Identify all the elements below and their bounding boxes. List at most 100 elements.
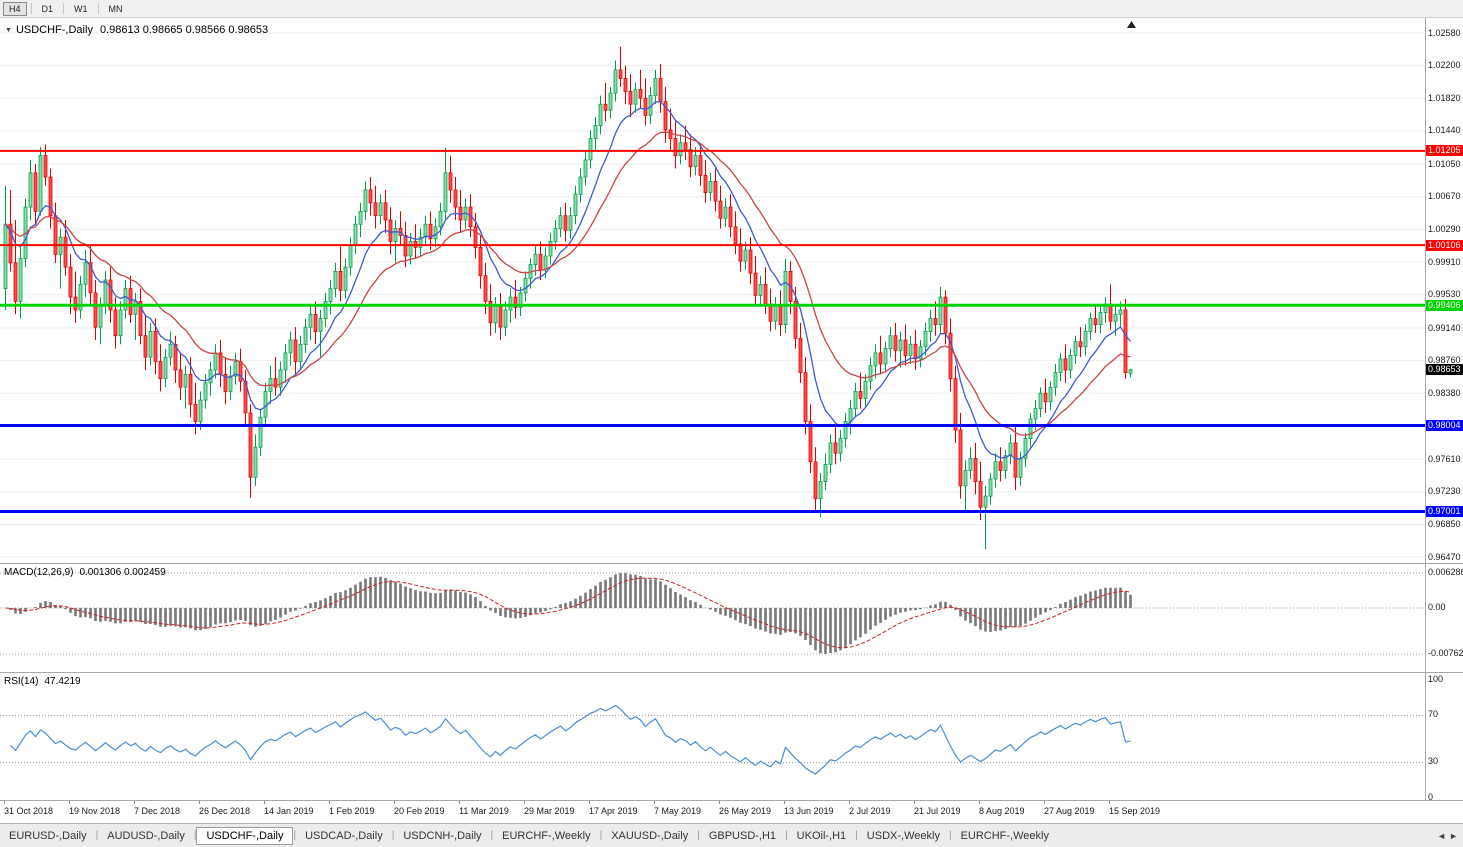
time-axis-label: 11 Mar 2019: [459, 806, 509, 816]
price-axis[interactable]: 1.02580 1.02200 1.01820 1.01440 1.01050 1.006…: [1426, 18, 1463, 802]
time-axis-label: 17 Apr 2019: [589, 806, 638, 816]
time-axis-label: 31 Oct 2018: [4, 806, 54, 816]
tab-eurusd-daily[interactable]: EURUSD-,Daily: [9, 829, 87, 842]
time-axis-label: 26 Dec 2018: [199, 806, 251, 816]
rsi-axis-label: 70: [1428, 708, 1439, 719]
price-tick-label: 0.99530: [1428, 289, 1461, 300]
ma-slow-line: [5, 131, 1131, 436]
tab-eurchf-weekly[interactable]: EURCHF-,Weekly: [960, 829, 1049, 842]
time-axis-label: 7 May 2019: [654, 806, 702, 816]
price-gridlines: [0, 32, 1425, 558]
price-tick-label: 0.98760: [1428, 355, 1461, 366]
rsi-line: [10, 704, 1131, 775]
price-tick-label: 0.96470: [1428, 551, 1461, 562]
time-axis-tick: [979, 801, 980, 804]
toolbar-divider: [30, 3, 32, 14]
time-axis-label: 8 Aug 2019: [979, 806, 1025, 816]
price-tick-label: 1.02580: [1428, 27, 1461, 38]
time-axis-tick: [459, 801, 460, 804]
hline-price-label: 1.00106: [1426, 239, 1463, 251]
price-chart[interactable]: [0, 18, 1425, 563]
tab-separator: |: [293, 830, 297, 841]
price-axis-separator: [1425, 18, 1426, 800]
tab-separator: |: [193, 830, 197, 841]
time-axis-tick: [849, 801, 850, 804]
tab-scroll-left-icon[interactable]: ◄: [1437, 830, 1447, 841]
hline-price-label: 1.01205: [1426, 145, 1463, 157]
hline-price-label: 0.99406: [1426, 299, 1463, 311]
tab-usdchf-daily[interactable]: USDCHF-,Daily: [196, 826, 294, 845]
time-axis-label: 7 Dec 2018: [134, 806, 181, 816]
rsi-panel[interactable]: RSI(14) 47.4219: [0, 672, 1463, 801]
rsi-axis-label: 0: [1428, 791, 1434, 802]
rsi-axis-label: 30: [1428, 756, 1439, 767]
time-axis-tick: [1044, 801, 1045, 804]
time-axis-label: 2 Jul 2019: [849, 806, 891, 816]
tab-separator: |: [785, 830, 788, 841]
time-axis[interactable]: 31 Oct 2018 19 Nov 2018 7 Dec 2018 26 Dec 2…: [0, 800, 1463, 824]
toolbar-divider: [97, 3, 99, 14]
tab-separator: |: [599, 830, 603, 841]
tab-usdx-weekly[interactable]: USDX-,Weekly: [866, 829, 940, 842]
macd-axis-label: 0.00: [1428, 601, 1446, 612]
tab-separator: |: [948, 830, 952, 841]
tab-eurchf-weekly[interactable]: EURCHF-,Weekly: [502, 829, 591, 842]
rsi-value: 47.4219: [44, 676, 81, 687]
time-axis-tick: [4, 801, 5, 804]
time-axis-tick: [329, 801, 330, 804]
tab-audusd-daily[interactable]: AUDUSD-,Daily: [107, 829, 185, 842]
tab-usdcad-daily[interactable]: USDCAD-,Daily: [305, 829, 383, 842]
time-axis-label: 15 Sep 2019: [1109, 806, 1161, 816]
collapse-icon[interactable]: ▼: [5, 27, 12, 34]
price-tick-label: 0.99910: [1428, 256, 1461, 267]
price-panel[interactable]: ▼ USDCHF-,Daily 0.98613 0.98665 0.98566 0.…: [0, 18, 1463, 563]
tab-xauusd-daily[interactable]: XAUUSD-,Daily: [611, 829, 689, 842]
chart-shift-marker: [1127, 21, 1136, 28]
rsi-axis-label: 100: [1428, 673, 1444, 684]
time-axis-tick: [719, 801, 720, 804]
time-axis-label: 14 Jan 2019: [264, 806, 314, 816]
current-price-label: 0.98653: [1426, 364, 1463, 376]
timeframe-button-d1[interactable]: D1: [41, 3, 54, 14]
chart-symbol: USDCHF-,Daily: [15, 24, 93, 36]
price-tick-label: 1.00670: [1428, 191, 1461, 202]
time-axis-label: 21 Jul 2019: [914, 806, 961, 816]
time-axis-tick: [264, 801, 265, 804]
tab-usdcnh-daily[interactable]: USDCNH-,Daily: [403, 829, 482, 842]
time-axis-label: 29 Mar 2019: [524, 806, 575, 816]
time-axis-label: 20 Feb 2019: [394, 806, 445, 816]
time-axis-tick: [914, 801, 915, 804]
time-axis-tick: [524, 801, 525, 804]
tab-scroll-right-icon[interactable]: ►: [1449, 830, 1458, 841]
tab-separator: |: [490, 830, 494, 841]
timeframe-button-h4[interactable]: H4: [3, 1, 27, 16]
macd-label: MACD(12,26,9): [4, 567, 74, 578]
ma-fast-line: [4, 101, 1132, 460]
tab-gbpusd-h1[interactable]: GBPUSD-,H1: [708, 829, 777, 842]
macd-values: 0.001306 0.002459: [79, 567, 166, 578]
timeframe-button-w1[interactable]: W1: [74, 3, 88, 14]
price-tick-label: 1.00290: [1428, 223, 1461, 234]
tab-separator: |: [855, 830, 858, 841]
tab-ukoil-h1[interactable]: UKOil-,H1: [796, 829, 847, 842]
price-tick-label: 0.98380: [1428, 387, 1461, 398]
macd-chart[interactable]: [0, 564, 1425, 673]
rsi-chart[interactable]: [0, 673, 1425, 801]
time-axis-tick: [784, 801, 785, 804]
price-tick-label: 0.99140: [1428, 322, 1461, 333]
price-tick-label: 0.97610: [1428, 453, 1461, 464]
toolbar-divider: [63, 3, 65, 14]
price-tick-label: 0.96850: [1428, 518, 1461, 529]
macd-axis-label: 0.006286: [1428, 566, 1463, 577]
price-tick-label: 1.01820: [1428, 92, 1461, 103]
macd-panel[interactable]: MACD(12,26,9) 0.001306 0.002459: [0, 563, 1463, 673]
price-tick-label: 0.97230: [1428, 486, 1461, 497]
time-axis-tick: [589, 801, 590, 804]
time-axis-label: 27 Aug 2019: [1044, 806, 1095, 816]
timeframe-button-mn[interactable]: MN: [108, 3, 123, 14]
price-tick-label: 1.02200: [1428, 60, 1461, 71]
time-axis-tick: [69, 801, 70, 804]
candles: [3, 46, 1133, 550]
macd-axis-label: -0.00762: [1428, 647, 1463, 658]
